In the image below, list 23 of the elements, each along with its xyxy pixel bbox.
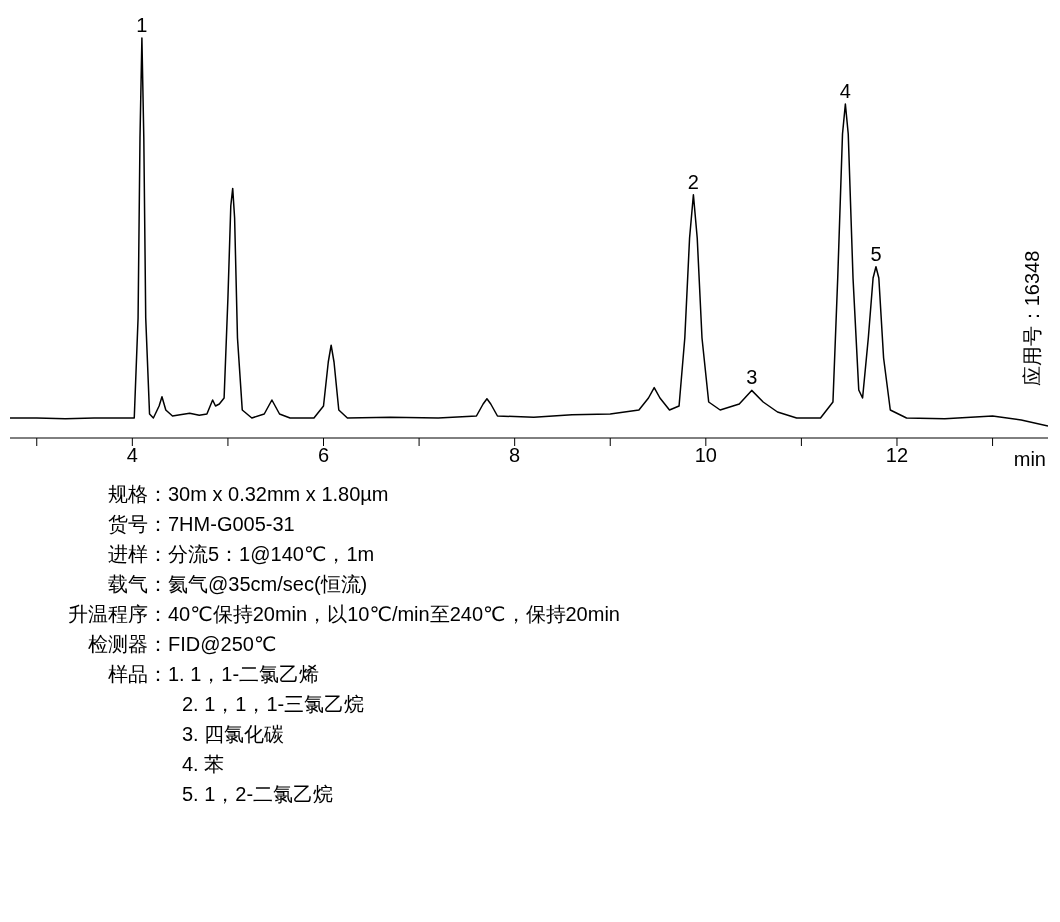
text: 4. 苯 [181,752,226,777]
text: 3. 四氯化碳 [181,722,286,747]
x-tick-label: 6 [317,444,330,467]
text: 升温程序：40℃保持20min，以10℃/min至240℃，保持20min [67,602,621,627]
annotation: 3 [746,366,758,389]
x-tick-label: 8 [509,444,521,467]
annotation: 2 [687,170,699,193]
text: 5. 1，2-二氯乙烷 [181,782,335,807]
text: 规格：30m x 0.32mm x 1.80µm [107,482,390,507]
text: 样品：1. 1，1-二氯乙烯 [107,662,321,687]
x-tick-label: 4 [126,444,138,467]
text: 检测器：FID@250℃ [87,632,278,657]
x-tick-label: 10 [694,444,717,467]
annotation: 5 [870,242,882,265]
text: 载气：氦气@35cm/sec(恒流) [107,572,369,597]
x-tick-label: 12 [885,444,909,467]
text: 货号：7HM-G005-31 [107,512,296,537]
x-axis-title: min [1013,448,1046,470]
note: 应用号：16348 [1020,249,1045,388]
text: 进样：分流5：1@140℃，1m [107,542,376,567]
annotation: 4 [839,80,851,102]
text: 2. 1，1，1-三氯乙烷 [181,692,366,717]
annotation: 1 [136,14,148,36]
